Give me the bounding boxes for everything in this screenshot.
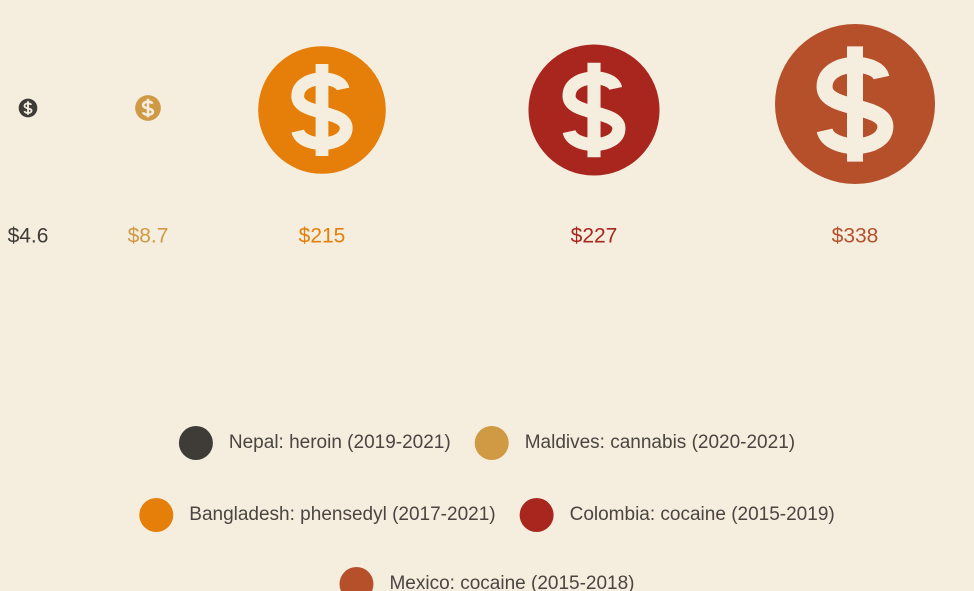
legend-label: Mexico: cocaine (2015-2018) xyxy=(389,573,634,591)
legend-swatch xyxy=(339,567,374,591)
legend-label: Colombia: cocaine (2015-2019) xyxy=(570,504,835,525)
value-label: $8.7 xyxy=(128,225,169,248)
value-label: $215 xyxy=(299,225,346,248)
legend-swatch xyxy=(139,498,174,532)
legend-label: Bangladesh: phensedyl (2017-2021) xyxy=(189,504,495,525)
dollar-icon xyxy=(816,46,894,162)
legend-label: Maldives: cannabis (2020-2021) xyxy=(525,432,795,453)
legend-item: Nepal: heroin (2019-2021) xyxy=(178,426,451,460)
value-label: $338 xyxy=(832,225,879,248)
legend-swatch xyxy=(519,498,554,532)
legend-item: Maldives: cannabis (2020-2021) xyxy=(474,426,795,460)
value-label: $227 xyxy=(571,225,618,248)
legend-item: Colombia: cocaine (2015-2019) xyxy=(519,498,835,532)
dollar-icon xyxy=(562,62,626,158)
legend-swatch xyxy=(178,426,213,460)
legend-item: Bangladesh: phensedyl (2017-2021) xyxy=(139,498,496,532)
dollar-icon xyxy=(291,64,353,156)
legend-item: Mexico: cocaine (2015-2018) xyxy=(339,567,635,591)
legend-label: Nepal: heroin (2019-2021) xyxy=(229,432,451,453)
dollar-icon xyxy=(141,98,155,118)
value-label: $4.6 xyxy=(8,225,49,248)
legend-swatch xyxy=(474,426,509,460)
dollar-icon xyxy=(23,101,33,115)
